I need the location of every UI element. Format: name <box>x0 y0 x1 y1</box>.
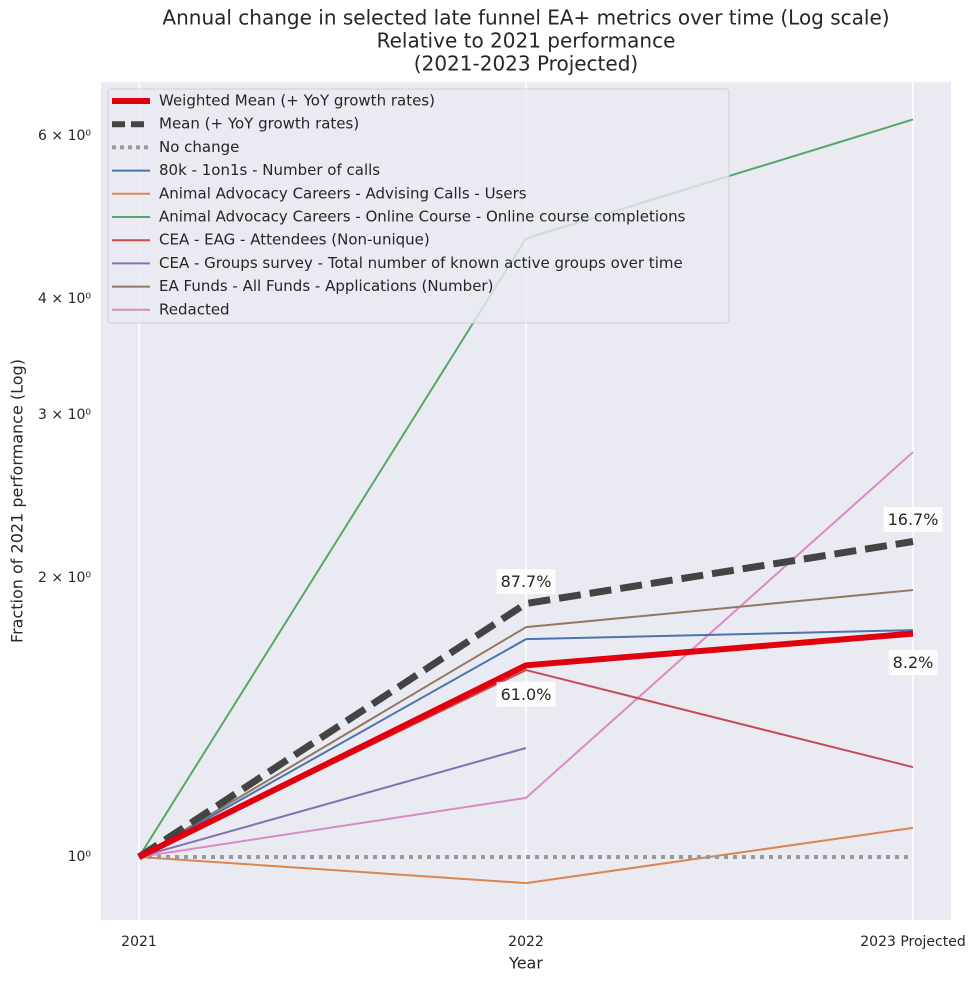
series-line <box>138 629 914 858</box>
series-line <box>137 538 914 860</box>
legend-label: Redacted <box>159 300 230 318</box>
legend-box <box>107 88 730 324</box>
chart-title: Annual change in selected late funnel EA… <box>162 6 889 30</box>
legend: Weighted Mean (+ YoY growth rates) Mean (… <box>107 88 730 324</box>
legend-label: Animal Advocacy Careers - Online Course … <box>159 208 686 226</box>
legend-label: No change <box>159 138 239 156</box>
growth-label: 61.0% <box>501 685 552 704</box>
lines <box>137 118 914 885</box>
label-box <box>496 569 556 595</box>
growth-label: 8.2% <box>893 653 934 672</box>
y-tick-label: 2 × 10⁰ <box>38 570 91 586</box>
growth-label: 87.7% <box>501 572 552 591</box>
chart-subtitle: Relative to 2021 performance <box>377 29 676 53</box>
legend-label: 80k - 1on1s - Number of calls <box>159 161 380 179</box>
legend-label: CEA - Groups survey - Total number of kn… <box>159 254 683 272</box>
y-axis-label: Fraction of 2021 performance (Log) <box>8 359 27 643</box>
series-line <box>138 826 914 885</box>
y-tick-label: 10⁰ <box>68 849 92 865</box>
label-box <box>496 681 556 707</box>
series-line <box>138 451 914 858</box>
y-tick-label: 4 × 10⁰ <box>38 291 91 307</box>
legend-label: Animal Advocacy Careers - Advising Calls… <box>159 184 527 202</box>
x-tick-label: 2023 Projected <box>860 934 965 950</box>
legend-label: Weighted Mean (+ YoY growth rates) <box>159 92 435 110</box>
growth-label: 16.7% <box>888 510 939 529</box>
label-box <box>883 506 943 532</box>
series-line <box>137 630 914 860</box>
series-line <box>138 589 914 858</box>
legend-label: CEA - EAG - Attendees (Non-unique) <box>159 231 430 249</box>
series-line <box>138 747 527 858</box>
labels: 87.7% 16.7% 61.0% 8.2% <box>496 506 943 707</box>
y-tick-label: 6 × 10⁰ <box>38 128 91 144</box>
legend-label: EA Funds - All Funds - Applications (Num… <box>159 277 493 295</box>
legend-label: Mean (+ YoY growth rates) <box>159 115 359 133</box>
x-tick-label: 2022 <box>508 934 544 950</box>
x-axis-label: Year <box>508 954 543 973</box>
label-box <box>888 650 938 676</box>
x-tick-label: 2021 <box>121 934 157 950</box>
chart-subtitle: (2021-2023 Projected) <box>414 52 638 76</box>
y-tick-label: 3 × 10⁰ <box>38 407 91 423</box>
